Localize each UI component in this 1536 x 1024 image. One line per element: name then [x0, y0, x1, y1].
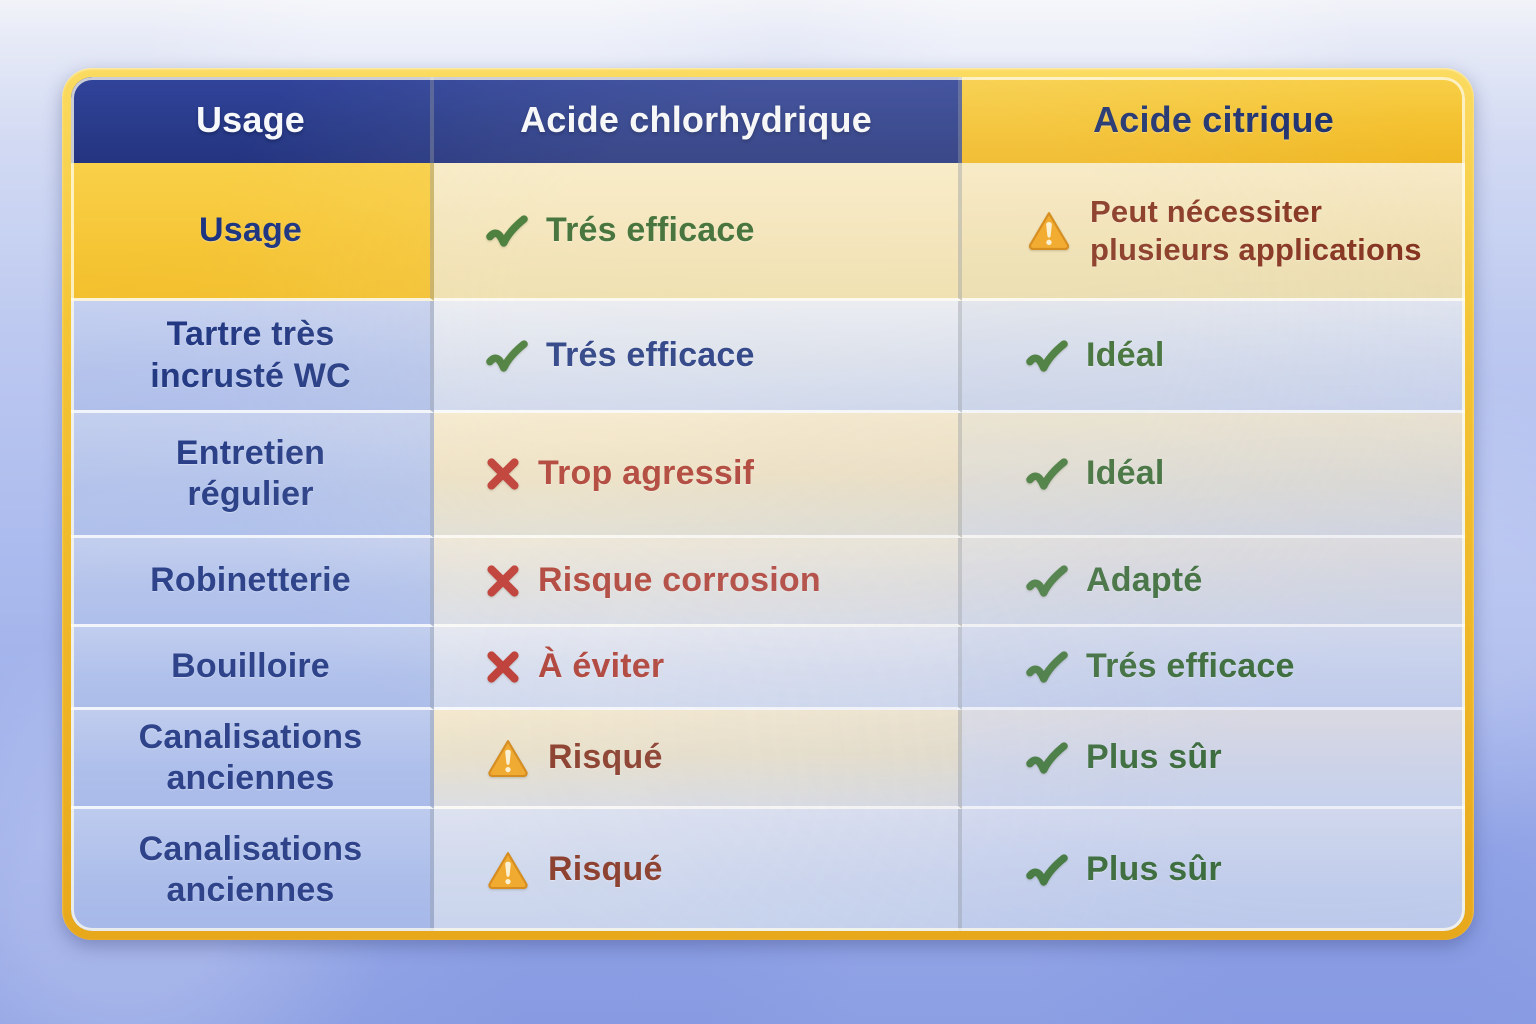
check-icon: [1026, 338, 1068, 374]
usage-label: Robinetterie: [150, 561, 351, 600]
value-label: Trés efficace: [546, 210, 755, 249]
citrique-value: Plus sûr: [962, 809, 1465, 931]
check-icon: [1026, 740, 1068, 776]
citrique-value: Plus sûr: [962, 710, 1465, 809]
value-label: Risqué: [548, 850, 663, 889]
usage-cell: Bouilloire: [71, 627, 434, 710]
comparison-table: Usage Acide chlorhydrique Acide citrique…: [71, 77, 1465, 931]
check-icon: [1026, 563, 1068, 599]
citrique-value: Idéal: [962, 413, 1465, 538]
chlorhydrique-value: Risqué: [434, 809, 962, 931]
usage-cell: Usage: [71, 163, 434, 301]
usage-cell: Entretien régulier: [71, 413, 434, 538]
value-label: Plus sûr: [1086, 738, 1222, 777]
check-icon: [1026, 456, 1068, 492]
chlorhydrique-value: Risqué: [434, 710, 962, 809]
chlorhydrique-value: À éviter: [434, 627, 962, 710]
citrique-value: Adapté: [962, 538, 1465, 627]
value-label: Plus sûr: [1086, 850, 1222, 889]
chlorhydrique-value: Trés efficace: [434, 301, 962, 413]
value-label: Risque corrosion: [538, 561, 821, 600]
chlorhydrique-value: Trop agressif: [434, 413, 962, 538]
value-label: Idéal: [1086, 335, 1165, 374]
cross-icon: [486, 457, 520, 491]
citrique-value: Trés efficace: [962, 627, 1465, 710]
citrique-value: Idéal: [962, 301, 1465, 413]
value-label: À éviter: [538, 647, 665, 686]
header-usage: Usage: [71, 77, 434, 163]
usage-label: Usage: [198, 210, 303, 249]
chlorhydrique-value: Risque corrosion: [434, 538, 962, 627]
citrique-value: Peut nécessiter plusieurs applications: [962, 163, 1465, 301]
cross-icon: [486, 650, 520, 684]
usage-cell: Canalisations anciennes: [71, 710, 434, 809]
usage-label: Canalisations anciennes: [138, 829, 363, 909]
value-label: Idéal: [1086, 454, 1165, 493]
check-icon: [486, 338, 528, 374]
comparison-table-frame: Usage Acide chlorhydrique Acide citrique…: [62, 68, 1474, 940]
warning-icon: [488, 852, 528, 890]
usage-cell: Tartre très incrusté WC: [71, 301, 434, 413]
header-acide-citrique: Acide citrique: [962, 77, 1465, 163]
usage-label: Bouilloire: [171, 647, 330, 686]
header-usage-label: Usage: [195, 99, 306, 141]
usage-label: Tartre très incrusté WC: [150, 315, 351, 395]
value-label: Adapté: [1086, 561, 1203, 600]
usage-label: Entretien régulier: [175, 433, 326, 513]
usage-label: Canalisations anciennes: [138, 717, 363, 797]
chlorhydrique-value: Trés efficace: [434, 163, 962, 301]
value-label: Peut nécessiter plusieurs applications: [1090, 193, 1422, 267]
warning-icon: [1028, 212, 1070, 251]
value-label: Trés efficace: [1086, 647, 1295, 686]
header-acide-chlorhydrique-label: Acide chlorhydrique: [520, 99, 872, 141]
value-label: Risqué: [548, 738, 663, 777]
header-acide-citrique-label: Acide citrique: [1093, 99, 1334, 141]
usage-cell: Canalisations anciennes: [71, 809, 434, 931]
check-icon: [486, 213, 528, 249]
header-acide-chlorhydrique: Acide chlorhydrique: [434, 77, 962, 163]
value-label: Trés efficace: [546, 335, 755, 374]
check-icon: [1026, 649, 1068, 685]
check-icon: [1026, 852, 1068, 888]
cross-icon: [486, 564, 520, 598]
warning-icon: [488, 740, 528, 778]
value-label: Trop agressif: [538, 454, 755, 493]
usage-cell: Robinetterie: [71, 538, 434, 627]
